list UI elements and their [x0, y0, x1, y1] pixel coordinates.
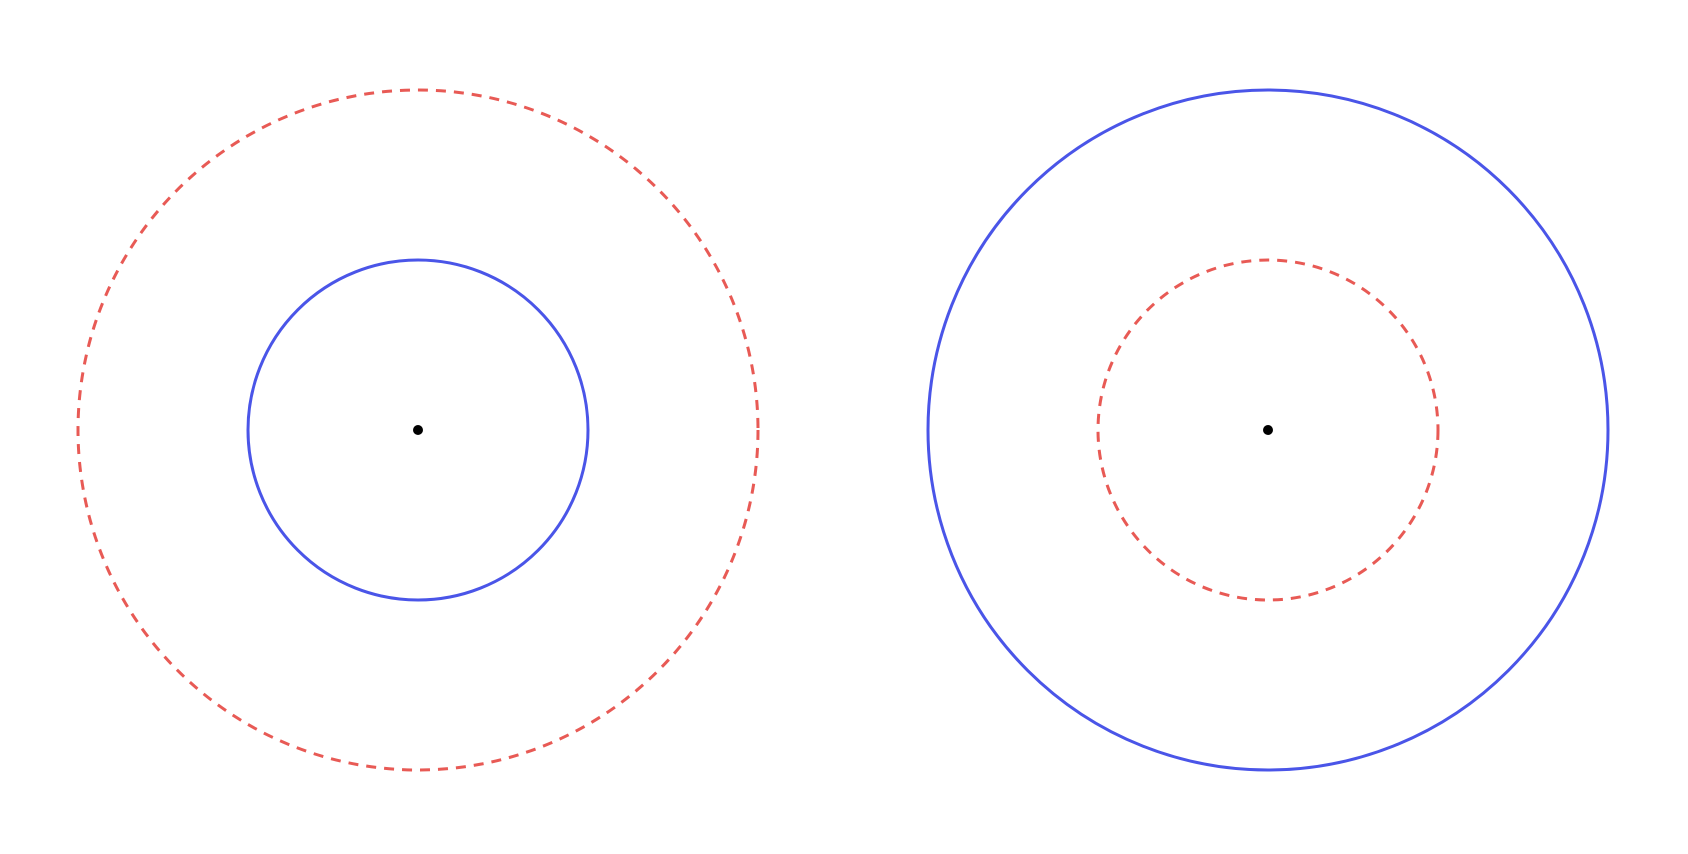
left-figure	[76, 88, 760, 772]
right-figure	[926, 88, 1610, 772]
right-inner-circle	[1096, 258, 1440, 602]
left-outer-circle	[76, 88, 760, 772]
right-outer-circle	[926, 88, 1610, 772]
right-center-dot	[1263, 425, 1273, 435]
left-inner-circle	[246, 258, 590, 602]
left-center-dot	[413, 425, 423, 435]
